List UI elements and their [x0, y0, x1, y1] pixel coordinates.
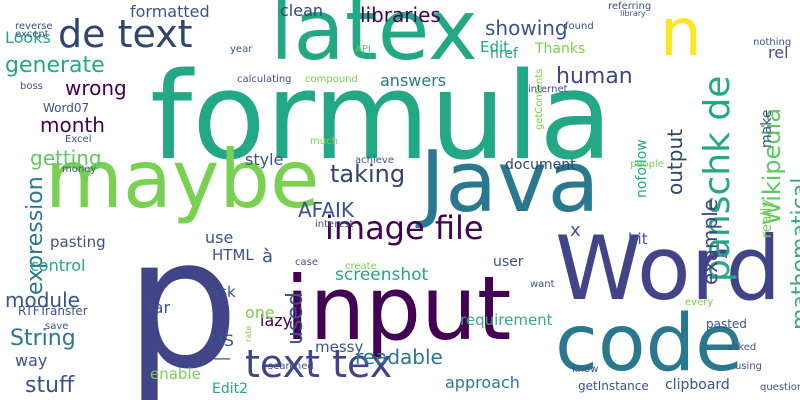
word-example: example — [698, 198, 722, 285]
word-stuff: stuff — [25, 373, 75, 398]
word-month: month — [40, 113, 105, 137]
word-user: user — [493, 254, 524, 270]
word-readable: readable — [355, 345, 443, 369]
word-create: create — [345, 261, 377, 272]
word-bit: bit — [628, 230, 648, 248]
word-control: control — [30, 256, 86, 275]
word-style: style — [245, 150, 284, 169]
word-image-file: image file — [325, 209, 484, 247]
word-ms: MS — [210, 331, 234, 350]
word-word: Word — [555, 217, 782, 320]
word-case: case — [295, 257, 318, 268]
word-pasting: pasting — [50, 233, 106, 251]
word-compound: compound — [305, 74, 358, 85]
word-messy: messy — [315, 338, 364, 356]
word-screenshot: screenshot — [335, 265, 429, 285]
word-calculating: calculating — [237, 74, 292, 85]
word-library: library — [620, 9, 646, 18]
word-pasted: pasted — [706, 317, 747, 331]
word-asked: asked — [727, 342, 757, 353]
word-looks: Looks — [5, 28, 51, 47]
word-far: far — [148, 298, 171, 317]
word-formatted: formatted — [130, 2, 210, 21]
word-expression: expression — [23, 176, 48, 295]
word-clean: clean — [280, 1, 324, 20]
word-taking: taking — [330, 160, 406, 188]
word-use: use — [205, 228, 234, 247]
word-searched: searched — [268, 361, 314, 372]
word-except: except — [15, 29, 49, 40]
word-approach: approach — [445, 373, 520, 392]
word-api: API — [355, 44, 371, 55]
word-question: question — [760, 382, 800, 393]
word-wrong: wrong — [65, 76, 127, 100]
word-every: every — [685, 297, 714, 308]
word-maybe: maybe — [45, 133, 320, 226]
word-x: x — [570, 220, 581, 241]
word-java: Java — [420, 133, 600, 232]
word-p: p — [125, 200, 240, 400]
word-showing: showing — [485, 16, 568, 40]
word-lazy: lazy — [260, 311, 293, 330]
word-money: money — [62, 164, 97, 175]
word-getcontents: getContents — [534, 68, 545, 130]
word-getinstance: getInstance — [578, 379, 649, 393]
word-edit: Edit — [480, 38, 510, 56]
word-input: input — [285, 257, 512, 360]
word-found: found — [565, 21, 594, 32]
word-save: save — [45, 321, 69, 332]
word-interest: interest — [315, 219, 354, 230]
word-want: want — [530, 279, 555, 290]
word-achieve: achieve — [355, 155, 394, 166]
word-human: human — [556, 64, 633, 89]
word-symbol: — — [213, 348, 231, 369]
word-one: one — [245, 303, 275, 322]
word-enable: enable — [150, 365, 201, 383]
word-mathematical: mathematical — [788, 177, 800, 330]
word-people: people — [630, 159, 664, 170]
word-way: way — [15, 351, 48, 370]
word-html: HTML — [212, 246, 254, 264]
word-afaik: AFAIK — [298, 198, 355, 222]
word-referring: referring — [608, 1, 652, 12]
word-make: make — [759, 109, 775, 148]
word-really: really — [759, 199, 775, 238]
word-module: module — [5, 288, 80, 312]
word-output: output — [663, 129, 687, 195]
word-code: code — [555, 299, 744, 389]
word-rel: rel — [768, 43, 789, 62]
word-latex: latex — [270, 0, 478, 79]
word-n: n — [660, 0, 702, 71]
word-excel: Excel — [65, 134, 92, 145]
word-edit2: Edit2 — [212, 381, 249, 397]
word-know: know — [572, 364, 599, 375]
word-rate: rate — [244, 325, 253, 342]
word-libraries: libraries — [360, 3, 441, 27]
word-nothing: nothing — [753, 37, 792, 48]
word-symbol: à — [262, 246, 274, 267]
word-generate: generate — [5, 53, 105, 78]
word-de-text: de text — [58, 12, 193, 56]
word-formula: formula — [150, 48, 613, 187]
word-much: much — [310, 136, 338, 147]
word-document: document — [505, 157, 576, 173]
word-using: using — [735, 361, 763, 372]
word-href: href — [490, 46, 518, 62]
word-text-tex: text tex — [245, 342, 393, 386]
word-boss: boss — [20, 81, 43, 92]
word-clipboard: clipboard — [665, 377, 730, 393]
word-word07: Word07 — [43, 101, 90, 115]
word-internet: internet — [528, 84, 568, 95]
word-answers: answers — [380, 71, 447, 90]
word-reverse: reverse — [15, 21, 53, 32]
word-string: String — [10, 326, 76, 351]
word-year: year — [230, 44, 253, 55]
word-thanks: Thanks — [535, 41, 586, 57]
word-ask: ask — [210, 283, 236, 301]
word-rtftransfer: RTFTransfer — [18, 304, 88, 318]
word-requirement: requirement — [460, 311, 553, 329]
word-getting: getting — [30, 146, 102, 170]
